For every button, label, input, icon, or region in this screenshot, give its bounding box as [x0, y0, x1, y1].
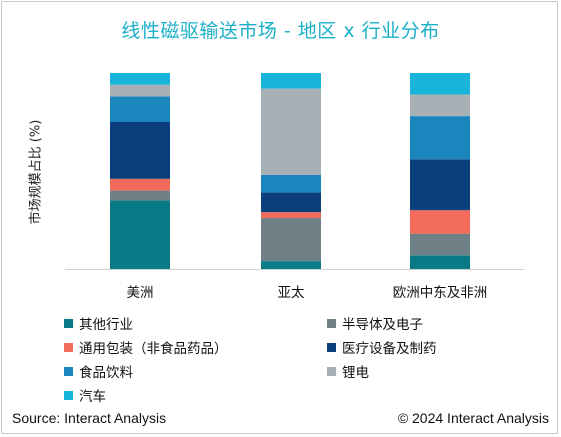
- bar-segment: [261, 212, 321, 219]
- bar-segment: [110, 178, 170, 191]
- bar-segment: [261, 174, 321, 193]
- bar-segment: [110, 96, 170, 122]
- legend-label: 其他行业: [79, 317, 133, 333]
- legend-label: 食品饮料: [79, 365, 133, 381]
- x-tick-label: 欧洲中东及非洲: [393, 285, 488, 301]
- bar-segment: [110, 84, 170, 97]
- bar-segment: [110, 122, 170, 179]
- bar-segment: [110, 190, 170, 201]
- chart-title: 线性磁驱输送市场 - 地区 x 行业分布: [121, 20, 440, 42]
- bar-segment: [261, 192, 321, 213]
- bar-segment: [410, 159, 470, 211]
- legend-item: 半导体及电子: [327, 314, 524, 333]
- chart-legend: 其他行业 半导体及电子通用包装（非食品药品） 医疗设备及制药食品饮料 锂电汽车: [64, 314, 524, 405]
- bar-segment: [410, 233, 470, 256]
- bar-segment: [261, 218, 321, 262]
- legend-swatch: [64, 366, 73, 376]
- legend-item: 汽车: [64, 386, 327, 405]
- legend-item: 其他行业: [64, 314, 327, 333]
- bar-segment: [261, 261, 321, 269]
- source-note: Source: Interact Analysis: [12, 410, 167, 426]
- legend-swatch: [327, 366, 336, 376]
- legend-swatch: [64, 342, 73, 352]
- legend-item: 通用包装（非食品药品）: [64, 338, 327, 357]
- legend-label: 锂电: [342, 365, 369, 381]
- bar-segment: [410, 210, 470, 234]
- bar-segment: [410, 255, 470, 269]
- bar-segment: [261, 88, 321, 175]
- legend-label: 医疗设备及制药: [342, 341, 437, 357]
- legend-swatch: [64, 318, 73, 328]
- legend-swatch: [64, 390, 73, 400]
- bar-segment: [261, 73, 321, 89]
- x-tick-label: 美洲: [127, 285, 154, 301]
- bar-segment: [110, 73, 170, 85]
- legend-item: 食品饮料: [64, 362, 327, 381]
- bar-segment: [410, 73, 470, 95]
- legend-swatch: [327, 318, 336, 328]
- legend-item: 锂电: [327, 362, 524, 381]
- legend-label: 汽车: [79, 389, 106, 405]
- legend-label: 通用包装（非食品药品）: [79, 341, 228, 357]
- legend-swatch: [327, 342, 336, 352]
- bar-segment: [410, 116, 470, 160]
- bar-segment: [410, 94, 470, 117]
- x-tick-label: 亚太: [278, 285, 305, 301]
- copyright-note: © 2024 Interact Analysis: [397, 410, 549, 426]
- bar-segment: [110, 200, 170, 269]
- legend-item: 医疗设备及制药: [327, 338, 524, 357]
- legend-label: 半导体及电子: [342, 317, 423, 333]
